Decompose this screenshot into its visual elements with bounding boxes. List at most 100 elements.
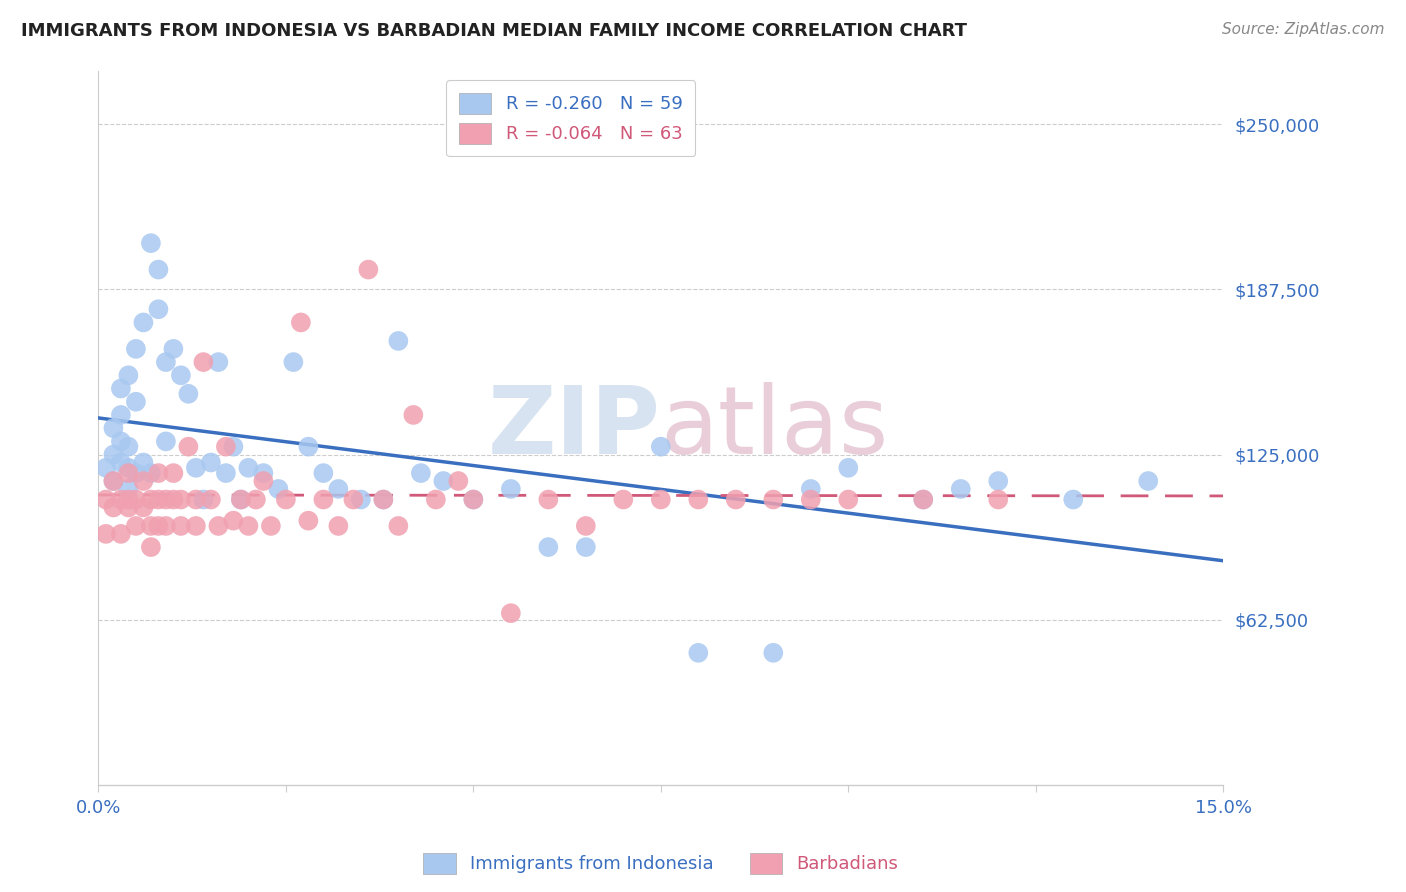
Point <box>342 492 364 507</box>
Text: IMMIGRANTS FROM INDONESIA VS BARBADIAN MEDIAN FAMILY INCOME CORRELATION CHART: IMMIGRANTS FROM INDONESIA VS BARBADIAN M… <box>21 22 967 40</box>
Point <box>170 368 193 383</box>
Point <box>575 519 598 533</box>
Point <box>117 482 139 496</box>
Point <box>229 492 252 507</box>
Point <box>463 492 485 507</box>
Text: ZIP: ZIP <box>488 382 661 475</box>
Point <box>762 646 785 660</box>
Point <box>110 408 132 422</box>
Point <box>425 492 447 507</box>
Point <box>184 492 207 507</box>
Point <box>800 482 823 496</box>
Point <box>155 434 177 449</box>
Point <box>139 492 162 507</box>
Point <box>650 492 672 507</box>
Point <box>650 440 672 454</box>
Text: Source: ZipAtlas.com: Source: ZipAtlas.com <box>1222 22 1385 37</box>
Point <box>110 492 132 507</box>
Point <box>193 355 215 369</box>
Point <box>274 492 297 507</box>
Point <box>499 606 522 620</box>
Point <box>350 492 373 507</box>
Point <box>312 492 335 507</box>
Text: atlas: atlas <box>661 382 889 475</box>
Point <box>387 334 409 348</box>
Point <box>94 492 117 507</box>
Point <box>387 519 409 533</box>
Point <box>357 262 380 277</box>
Point <box>177 386 200 401</box>
Point <box>162 342 184 356</box>
Point <box>139 540 162 554</box>
Point <box>373 492 395 507</box>
Point <box>94 460 117 475</box>
Point <box>207 519 229 533</box>
Point <box>229 492 252 507</box>
Point <box>139 519 162 533</box>
Point <box>987 474 1010 488</box>
Point <box>328 519 350 533</box>
Point <box>103 421 125 435</box>
Point <box>132 500 155 515</box>
Point <box>148 492 170 507</box>
Point <box>373 492 395 507</box>
Point <box>139 236 162 251</box>
Point <box>117 460 139 475</box>
Point <box>688 646 710 660</box>
Point <box>170 492 193 507</box>
Point <box>155 355 177 369</box>
Point <box>499 482 522 496</box>
Point <box>215 440 238 454</box>
Point <box>162 492 184 507</box>
Point <box>222 440 245 454</box>
Point <box>432 474 454 488</box>
Point <box>688 492 710 507</box>
Point <box>184 460 207 475</box>
Point <box>110 382 132 396</box>
Point <box>762 492 785 507</box>
Point <box>193 492 215 507</box>
Point <box>125 342 148 356</box>
Point <box>837 460 859 475</box>
Point <box>297 514 319 528</box>
Point <box>103 474 125 488</box>
Point <box>283 355 305 369</box>
Point <box>103 500 125 515</box>
Point <box>949 482 972 496</box>
Point <box>912 492 935 507</box>
Point <box>177 440 200 454</box>
Point <box>207 355 229 369</box>
Point <box>800 492 823 507</box>
Point <box>125 394 148 409</box>
Point <box>125 492 148 507</box>
Point <box>117 466 139 480</box>
Point <box>238 460 260 475</box>
Point <box>612 492 634 507</box>
Point <box>1137 474 1160 488</box>
Point <box>117 440 139 454</box>
Point <box>537 540 560 554</box>
Point <box>132 474 155 488</box>
Point <box>110 434 132 449</box>
Point <box>117 500 139 515</box>
Point <box>155 519 177 533</box>
Point <box>148 466 170 480</box>
Point <box>110 456 132 470</box>
Point <box>238 519 260 533</box>
Point <box>575 540 598 554</box>
Point <box>215 466 238 480</box>
Point <box>312 466 335 480</box>
Point <box>290 315 312 329</box>
Point <box>132 456 155 470</box>
Point <box>200 492 222 507</box>
Point <box>117 368 139 383</box>
Point <box>125 519 148 533</box>
Point <box>184 519 207 533</box>
Point <box>537 492 560 507</box>
Point <box>837 492 859 507</box>
Point <box>447 474 470 488</box>
Point <box>139 466 162 480</box>
Point <box>103 474 125 488</box>
Point <box>252 474 274 488</box>
Point <box>103 448 125 462</box>
